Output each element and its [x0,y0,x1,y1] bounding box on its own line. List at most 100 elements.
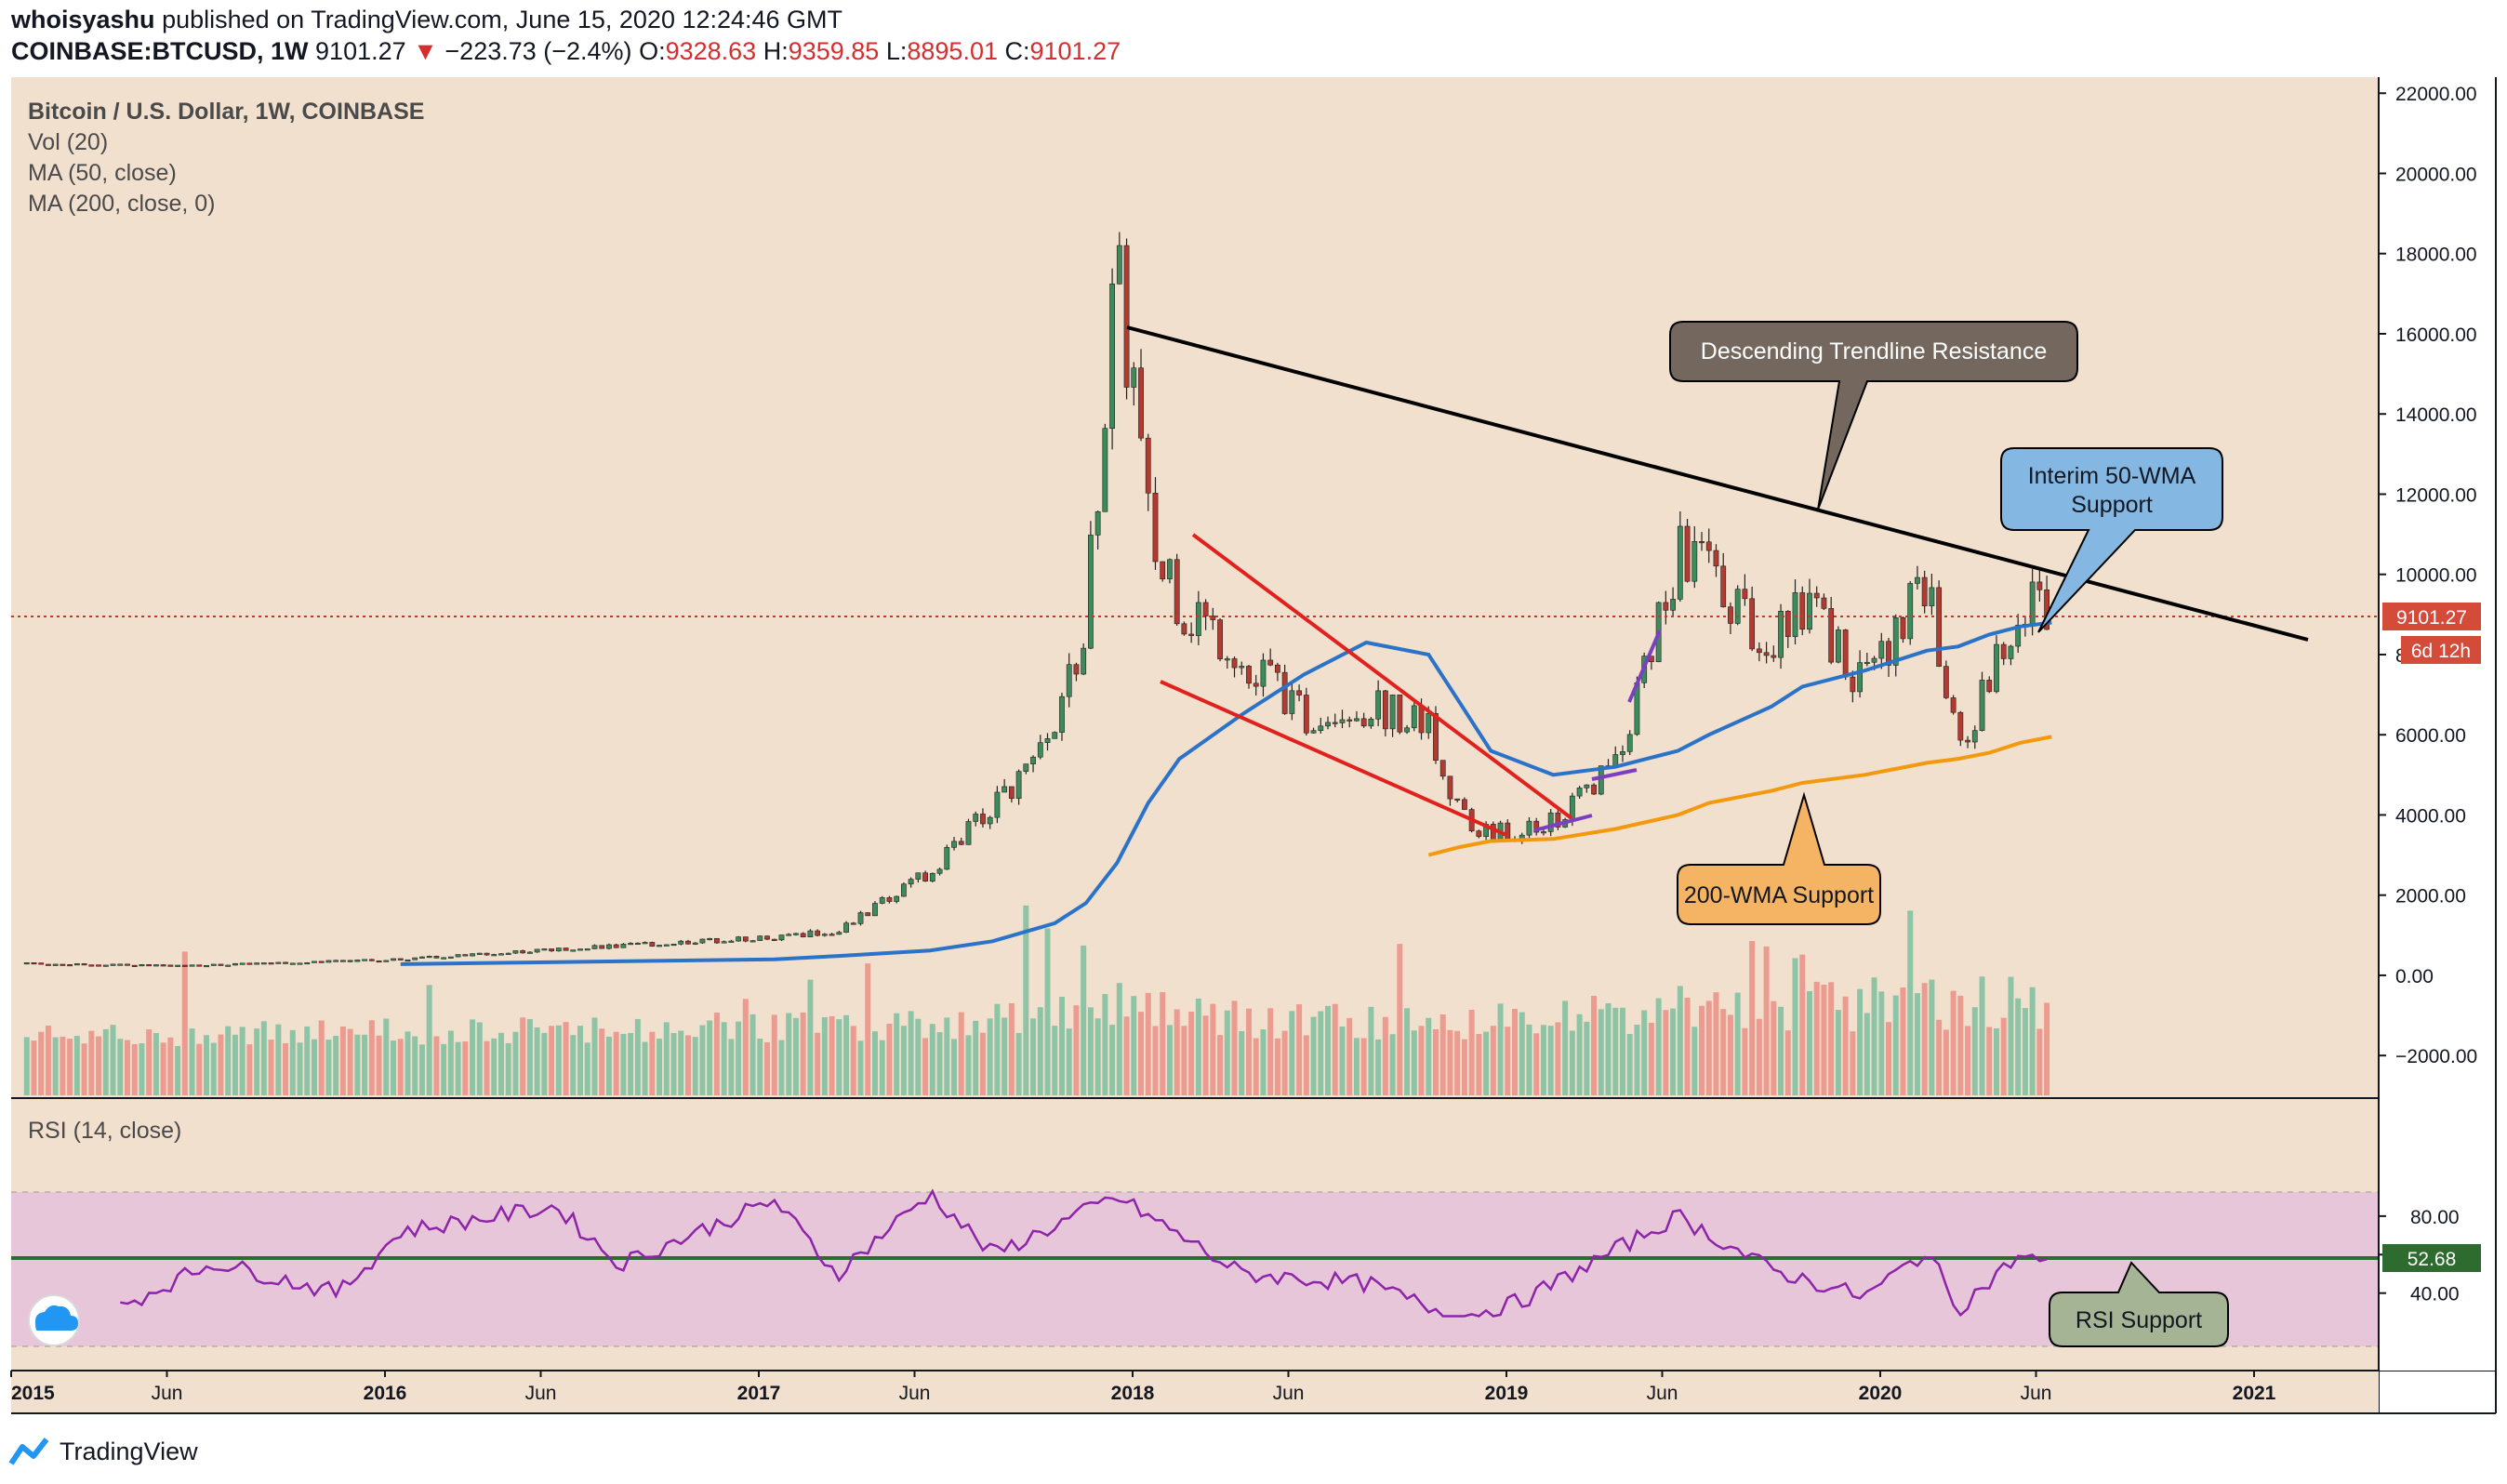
candle-body [354,959,361,962]
candle-body [1576,788,1583,797]
candle-body [1102,428,1108,512]
callout-wma200-text: 200-WMA Support [1684,882,1874,908]
price-tick-label: 14000.00 [2395,404,2477,426]
candle-body [1389,695,1396,730]
symbol-info: COINBASE:BTCUSD, 1W 9101.27 ▼ −223.73 (−… [11,37,1121,66]
volume-bar [31,1040,37,1095]
candle-body [1763,652,1770,656]
candle-body [289,962,296,965]
candle-body [297,962,303,965]
price-tick-label: 10000.00 [2395,565,2477,587]
volume-bar [1339,1026,1346,1095]
candle-body [563,947,569,951]
last-price: 9101.27 [315,37,406,65]
legend-rsi[interactable]: RSI (14, close) [28,1118,181,1144]
candle-body [958,841,964,845]
volume-bar [1483,1031,1490,1095]
candle-body [196,964,203,967]
volume-bar [526,1019,533,1095]
volume-bar [1346,1017,1353,1095]
candle-body [426,956,432,959]
volume-bar [1612,1007,1619,1095]
volume-bar [1605,1003,1612,1095]
volume-bar [821,1016,828,1095]
candle-body [88,964,95,967]
volume-bar [175,1045,181,1095]
candle-body [1950,697,1957,713]
volume-bar [577,1026,584,1095]
legend-ma50[interactable]: MA (50, close) [28,160,177,186]
candle-body [275,961,282,964]
volume-bar [1619,1007,1625,1095]
volume-bar [1857,988,1864,1095]
candle-body [829,934,835,936]
volume-bar [1432,1028,1439,1095]
volume-bar [52,1037,59,1095]
volume-bar [1015,1032,1022,1095]
candle-body [1699,541,1704,544]
volume-bar [1684,997,1691,1095]
candle-body [1886,641,1891,666]
candle-body [649,942,656,947]
volume-bar [1555,1022,1561,1095]
candle-body [980,814,986,825]
candle-body [160,964,166,967]
rsi-line [120,1188,2048,1318]
triangle-lower-line[interactable] [1160,680,1507,837]
callout-resistance: Descending Trendline Resistance [1669,321,2078,510]
volume-bar [1886,1022,1892,1095]
footer-logo[interactable]: TradingView [7,1432,198,1471]
legend-ma200[interactable]: MA (200, close, 0) [28,191,215,217]
candle-body [1275,664,1280,673]
volume-bar [771,1014,777,1095]
candle-body [1354,718,1360,722]
volume-bar [362,1034,368,1095]
legend-volume[interactable]: Vol (20) [28,129,108,155]
callout-rsi-text: RSI Support [2076,1307,2202,1333]
candle-body [1081,647,1087,675]
volume-bar [800,1012,806,1095]
candle-body [1030,756,1036,764]
candle-body [1382,690,1388,730]
volume-bar [649,1031,656,1095]
candle-body [125,963,130,966]
volume-bar [167,1037,174,1095]
volume-bar [1289,1011,1295,1095]
price-tick-label: 16000.00 [2395,325,2477,346]
candle-body [728,940,735,943]
descending-trendline[interactable] [1126,325,2309,642]
volume-bar [1267,1008,1274,1095]
volume-bar [497,1032,504,1095]
candle-body [476,952,483,955]
candle-body [1705,541,1712,551]
volume-bar [2008,976,2014,1095]
candle-body [642,942,648,945]
candle-body [1181,623,1187,635]
rsi-badge: 52.68 [2408,1249,2457,1270]
volume-bars [23,905,2050,1095]
volume-bar [1892,995,1899,1095]
candle-body [383,960,390,962]
volume-bar [405,1031,411,1095]
candle-body [1792,592,1798,638]
volume-bar [1030,1018,1037,1095]
symbol-name[interactable]: COINBASE:BTCUSD, 1W [11,37,309,65]
candle-body [865,912,871,917]
candle-body [1152,493,1159,563]
volume-bar [555,1025,562,1095]
candle-body [1742,589,1748,600]
time-tick-label: 2016 [364,1383,407,1404]
candle-body [46,963,51,966]
volume-bar [987,1018,993,1095]
legend-symbol[interactable]: Bitcoin / U.S. Dollar, 1W, COINBASE [28,99,424,125]
price-pane[interactable] [11,77,2379,1097]
author-name[interactable]: whoisyashu [11,6,155,33]
volume-bar [1468,1009,1475,1095]
triangle-upper-line[interactable] [1191,533,1573,820]
volume-bar [1037,1007,1043,1095]
volume-bar [1771,1000,1777,1095]
volume-bar [60,1036,66,1095]
candle-body [570,949,577,952]
candle-body [1462,799,1467,810]
